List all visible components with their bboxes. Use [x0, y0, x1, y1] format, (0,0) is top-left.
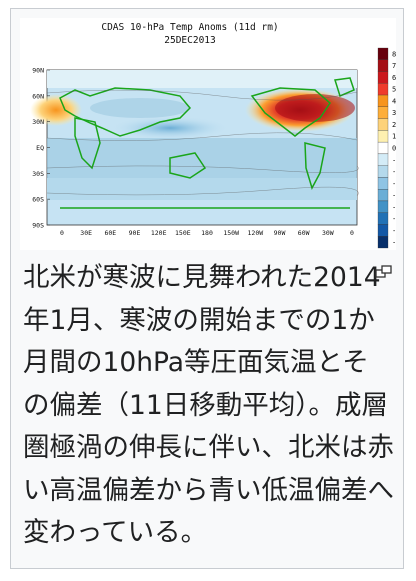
colorbar-swatch: [377, 94, 389, 107]
lon-label: 0: [350, 229, 354, 237]
colorbar-swatch: [377, 71, 389, 84]
lon-label: 90W: [274, 229, 286, 237]
colorbar-label: -1: [392, 156, 396, 164]
colorbar-swatch: [377, 177, 389, 190]
colorbar-swatch: [377, 236, 389, 249]
colorbar-label: -3: [392, 180, 396, 188]
lat-label: 90N: [32, 67, 44, 75]
thumbnail: CDAS 10-hPa Temp Anoms (11d rm) 25DEC201…: [10, 8, 404, 569]
lon-label: 90E: [129, 229, 141, 237]
colorbar-swatch: [377, 165, 389, 178]
colorbar-label: 7: [392, 62, 396, 70]
lon-label: 60W: [298, 229, 310, 237]
lon-label: 180: [201, 229, 213, 237]
colorbar-label: -2: [392, 168, 396, 176]
lat-label: EQ: [36, 144, 44, 152]
lat-label: 30N: [32, 118, 44, 126]
colorbar-label: -8: [392, 239, 396, 247]
colorbar-swatch: [377, 130, 389, 143]
colorbar-swatch: [377, 200, 389, 213]
figure-image[interactable]: CDAS 10-hPa Temp Anoms (11d rm) 25DEC201…: [20, 18, 396, 250]
colorbar-label: -4: [392, 192, 396, 200]
colorbar-swatch: [377, 141, 389, 155]
lat-label: 60S: [32, 196, 44, 204]
enlarge-icon[interactable]: [375, 265, 393, 279]
figure-title: CDAS 10-hPa Temp Anoms (11d rm): [101, 22, 278, 33]
colorbar-label: 1: [392, 133, 396, 141]
figure-date: 25DEC2013: [164, 35, 215, 46]
colorbar-label: -7: [392, 227, 396, 235]
colorbar-swatch: [377, 224, 389, 237]
colorbar-label: -6: [392, 215, 396, 223]
colorbar-swatch: [377, 153, 389, 166]
lon-label: 150W: [223, 229, 239, 237]
colorbar-swatch: [377, 47, 389, 60]
lon-label: 30W: [322, 229, 334, 237]
lat-label: 90S: [32, 222, 44, 230]
map: [30, 69, 359, 226]
colorbar-label: 2: [392, 121, 396, 129]
colorbar-swatch: [377, 118, 389, 131]
colorbar-swatch: [377, 59, 389, 72]
lat-label: 60N: [32, 92, 44, 100]
lon-label: 150E: [175, 229, 191, 237]
colorbar-label: 4: [392, 97, 396, 105]
lon-label: 30E: [80, 229, 92, 237]
lon-label: 120W: [248, 229, 264, 237]
colorbar-swatch: [377, 83, 389, 96]
caption: 北米が寒波に見舞われた2014年1月、寒波の開始までの1か月間の10hPa等圧面…: [23, 262, 394, 548]
colorbar-label: 6: [392, 74, 396, 82]
lon-label: 120E: [151, 229, 167, 237]
colorbar-swatch: [377, 106, 389, 119]
colorbar-label: -5: [392, 203, 396, 211]
colorbar-label: 0: [392, 145, 396, 153]
colorbar-label: 5: [392, 86, 396, 94]
lat-label: 30S: [32, 170, 44, 178]
colorbar-swatch: [377, 212, 389, 225]
lon-label: 0: [60, 229, 64, 237]
colorbar-label: 8: [392, 50, 396, 58]
colorbar-label: 3: [392, 109, 396, 117]
colorbar-swatch: [377, 189, 389, 202]
lon-label: 60E: [104, 229, 116, 237]
